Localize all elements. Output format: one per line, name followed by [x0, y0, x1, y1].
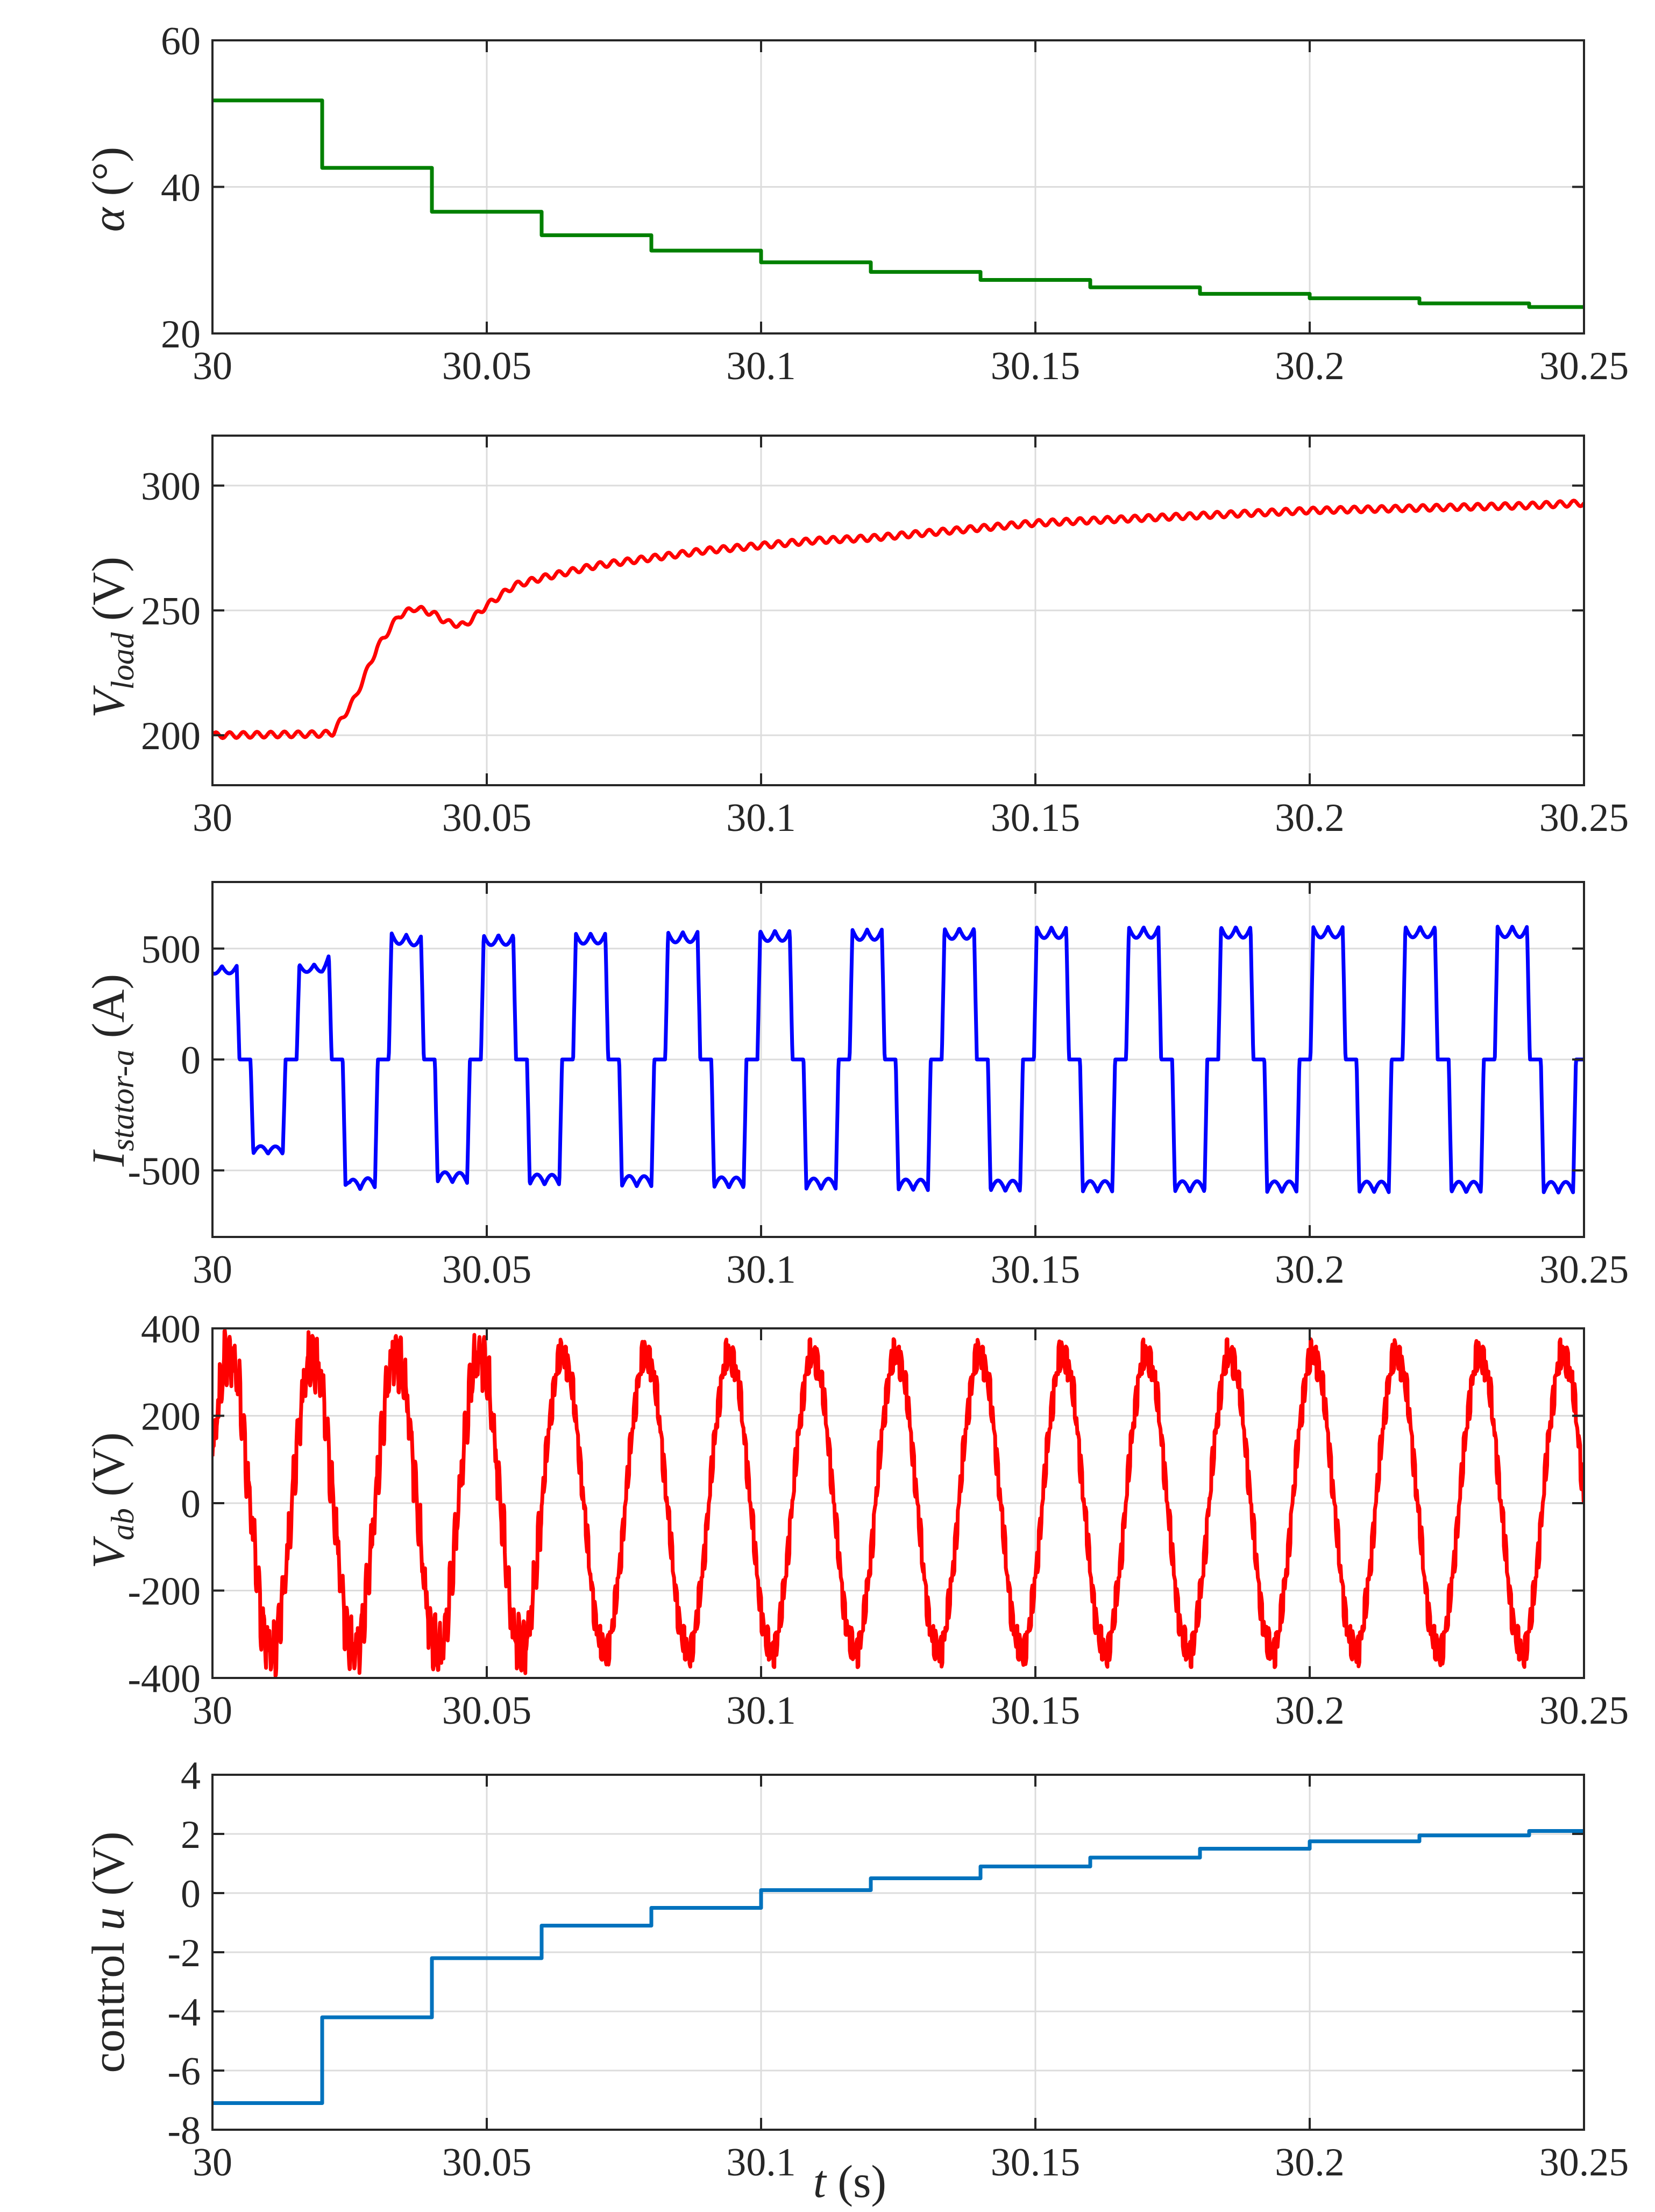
istator-xtick-label-0: 30 — [193, 1248, 232, 1292]
alpha-xtick-label-1: 30.05 — [442, 344, 532, 388]
vab-ytick-label-3: 200 — [141, 1395, 201, 1439]
vab-panel: 30 30.05 30.1 30.15 30.2 30.25 -400 -200 0 200 400 — [127, 1307, 1629, 1733]
control-xtick-label-5: 30.25 — [1539, 2140, 1629, 2185]
vab-ytick-label-1: -200 — [127, 1570, 201, 1614]
istator-xtick-label-2: 30.1 — [726, 1248, 796, 1292]
alpha-xtick-label-2: 30.1 — [726, 344, 796, 388]
alpha-series-line — [212, 98, 1584, 309]
vload-ytick-label-2: 300 — [141, 465, 201, 509]
vab-ytick-label-2: 0 — [181, 1482, 201, 1526]
control-series-line — [212, 1829, 1584, 2105]
control-xtick-label-2: 30.1 — [726, 2140, 796, 2185]
vload-ylabel: Vload (V) — [82, 557, 140, 718]
vab-series-line — [212, 1328, 1584, 1678]
vload-xtick-label-0: 30 — [193, 796, 232, 840]
vload-ytick-label-1: 250 — [141, 589, 201, 634]
vab-ytick-label-4: 400 — [141, 1307, 201, 1352]
vload-xtick-label-3: 30.15 — [991, 796, 1081, 840]
vab-xtick-label-4: 30.2 — [1275, 1689, 1345, 1733]
control-ytick-label-0: -8 — [167, 2109, 201, 2153]
vab-xtick-label-1: 30.05 — [442, 1689, 532, 1733]
vload-xtick-label-2: 30.1 — [726, 796, 796, 840]
control-xtick-label-0: 30 — [193, 2140, 232, 2185]
alpha-ytick-label-1: 40 — [161, 166, 201, 210]
vab-xtick-label-3: 30.15 — [991, 1689, 1081, 1733]
x-axis-label: t (s) — [813, 2156, 886, 2207]
vload-ytick-label-0: 200 — [141, 714, 201, 758]
istator-ytick-label-0: -500 — [127, 1149, 201, 1193]
control-panel: 30 30.05 30.1 30.15 30.2 30.25 -8 -6 -4 -2 0 2 4 — [167, 1754, 1629, 2185]
vload-xtick-label-1: 30.05 — [442, 796, 532, 840]
vload-series-line — [212, 499, 1584, 740]
vload-xtick-label-5: 30.25 — [1539, 796, 1629, 840]
istator-xtick-label-4: 30.2 — [1275, 1248, 1345, 1292]
control-ytick-label-4: 0 — [181, 1872, 201, 1916]
control-ylabel: control u (V) — [82, 1832, 134, 2073]
istator-ytick-label-2: 500 — [141, 928, 201, 972]
alpha-xtick-label-5: 30.25 — [1539, 344, 1629, 388]
vab-ytick-label-0: -400 — [127, 1657, 201, 1701]
vab-xtick-label-5: 30.25 — [1539, 1689, 1629, 1733]
vload-panel: 30 30.05 30.1 30.15 30.2 30.25 200 250 300 — [141, 435, 1629, 840]
vab-xtick-label-2: 30.1 — [726, 1689, 796, 1733]
control-xtick-label-3: 30.15 — [991, 2140, 1081, 2185]
alpha-panel: 30 30.05 30.1 30.15 30.2 30.25 20 40 60 — [161, 19, 1629, 388]
istator-xtick-label-1: 30.05 — [442, 1248, 532, 1292]
istator-xtick-label-3: 30.15 — [991, 1248, 1081, 1292]
alpha-ytick-label-2: 60 — [161, 19, 201, 63]
alpha-ylabel: α (°) — [82, 147, 134, 232]
vload-xtick-label-4: 30.2 — [1275, 796, 1345, 840]
alpha-xtick-label-4: 30.2 — [1275, 344, 1345, 388]
istator-xtick-label-5: 30.25 — [1539, 1248, 1629, 1292]
vab-ylabel: Vab (V) — [82, 1432, 140, 1568]
control-ytick-label-6: 4 — [181, 1754, 201, 1798]
istator-series-line — [212, 924, 1584, 1194]
control-xtick-label-4: 30.2 — [1275, 2140, 1345, 2185]
istator-ytick-label-1: 0 — [181, 1039, 201, 1083]
control-xtick-label-1: 30.05 — [442, 2140, 532, 2185]
alpha-xtick-label-0: 30 — [193, 344, 232, 388]
alpha-xtick-label-3: 30.15 — [991, 344, 1081, 388]
control-ytick-label-5: 2 — [181, 1813, 201, 1857]
control-ytick-label-1: -6 — [167, 2050, 201, 2094]
alpha-ytick-label-0: 20 — [161, 312, 201, 357]
control-ytick-label-2: -4 — [167, 1990, 201, 2035]
control-ytick-label-3: -2 — [167, 1931, 201, 1975]
istator-ylabel: Istator-a (A) — [82, 974, 140, 1167]
vab-xtick-label-0: 30 — [193, 1689, 232, 1733]
istator-panel: 30 30.05 30.1 30.15 30.2 30.25 -500 0 500 — [127, 881, 1629, 1292]
